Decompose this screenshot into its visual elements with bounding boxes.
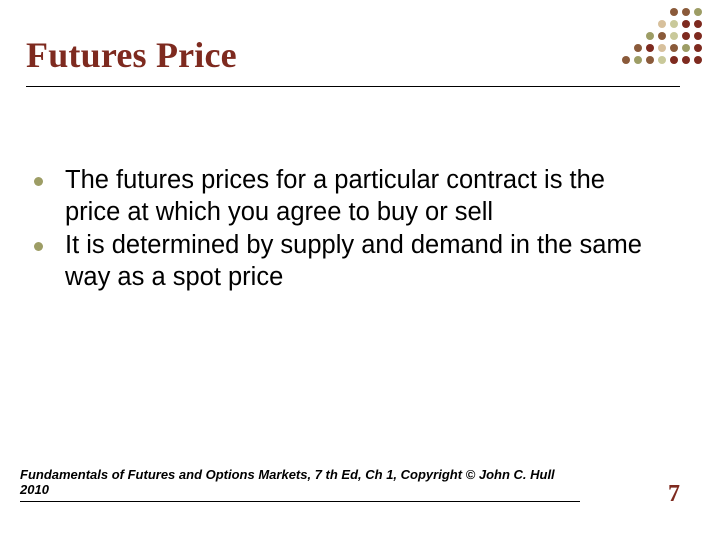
bullet-icon	[34, 242, 43, 251]
slide-title: Futures Price	[26, 34, 680, 76]
body-content: The futures prices for a particular cont…	[34, 165, 660, 295]
ornament-dot	[682, 8, 690, 16]
ornament-dot	[682, 56, 690, 64]
ornament-dot	[694, 32, 702, 40]
page-number: 7	[668, 481, 680, 508]
ornament-dot	[658, 20, 666, 28]
bullet-icon	[34, 177, 43, 186]
list-item: It is determined by supply and demand in…	[34, 230, 660, 293]
ornament-dot	[694, 56, 702, 64]
ornament-dot	[670, 20, 678, 28]
title-underline	[26, 86, 680, 87]
ornament-dot	[682, 20, 690, 28]
bullet-text: The futures prices for a particular cont…	[65, 165, 660, 228]
ornament-dot	[682, 32, 690, 40]
ornament-dot	[694, 20, 702, 28]
title-block: Futures Price	[26, 34, 680, 87]
ornament-dot	[682, 44, 690, 52]
ornament-dot	[670, 8, 678, 16]
ornament-dot	[694, 44, 702, 52]
ornament-dot	[694, 8, 702, 16]
slide: Futures Price The futures prices for a p…	[0, 0, 720, 540]
bullet-text: It is determined by supply and demand in…	[65, 230, 660, 293]
footer-citation: Fundamentals of Futures and Options Mark…	[20, 467, 580, 502]
list-item: The futures prices for a particular cont…	[34, 165, 660, 228]
